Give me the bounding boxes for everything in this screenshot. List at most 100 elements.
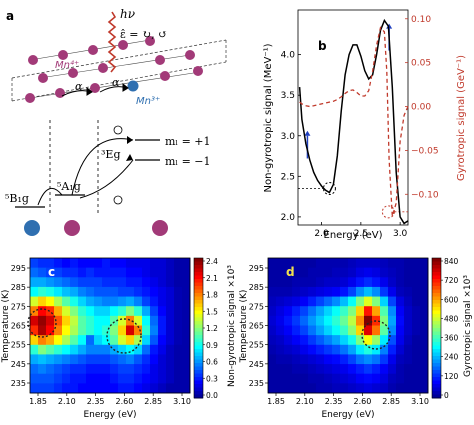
heatmap-cell xyxy=(364,286,373,297)
heatmap-cell xyxy=(62,296,71,307)
heatmap-cell xyxy=(134,335,143,346)
heatmap-cell xyxy=(166,277,175,288)
heatmap-cell xyxy=(300,277,309,288)
heatmap-cell xyxy=(78,383,87,394)
heatmap-cell xyxy=(86,325,95,336)
heatmap-cell xyxy=(46,373,55,384)
xtick-label: 2.10 xyxy=(58,397,76,406)
heatmap-cell xyxy=(348,344,357,355)
heatmap-cell xyxy=(268,306,277,317)
ytick-label: 295 xyxy=(11,264,26,273)
heatmap-cell xyxy=(316,258,325,269)
heatmap-cell xyxy=(158,315,167,326)
colorbar-segment xyxy=(194,272,203,276)
heatmap-cell xyxy=(118,267,127,278)
heatmap-cell xyxy=(380,296,389,307)
mn-atom xyxy=(55,88,65,98)
heatmap-cell xyxy=(364,373,373,384)
heatmap-cell xyxy=(62,325,71,336)
heatmap-cell xyxy=(268,364,277,375)
colorbar-segment xyxy=(194,384,203,388)
heatmap-cell xyxy=(30,344,39,355)
colorbar-tick-label: 2.4 xyxy=(206,257,218,266)
heatmap-cell xyxy=(102,306,111,317)
b-y2tick-label: 0.00 xyxy=(411,103,431,113)
xtick-label: 3.10 xyxy=(173,397,191,406)
heatmap-cell xyxy=(86,335,95,346)
heatmap-cell xyxy=(150,373,159,384)
heatmap-cell xyxy=(30,325,39,336)
heatmap-cell xyxy=(78,344,87,355)
heatmap-cell xyxy=(396,383,405,394)
heatmap-cell xyxy=(340,344,349,355)
heatmap-cell xyxy=(86,344,95,355)
heatmap-cell xyxy=(102,267,111,278)
heatmap-cell xyxy=(182,383,191,394)
heatmap-cell xyxy=(324,277,333,288)
heatmap-cell xyxy=(62,383,71,394)
heatmap-cell xyxy=(70,325,79,336)
heatmap-cell xyxy=(142,325,151,336)
heatmap-cell xyxy=(166,286,175,297)
highlight-circle-c1 xyxy=(27,308,57,338)
heatmap-cell xyxy=(268,267,277,278)
ytick-label: 275 xyxy=(11,302,26,311)
heatmap-cell xyxy=(62,335,71,346)
heatmap-cell xyxy=(316,296,325,307)
colorbar-segment xyxy=(432,373,441,378)
heatmap-cell xyxy=(340,277,349,288)
heatmap-cell xyxy=(134,277,143,288)
heatmap-cell xyxy=(292,364,301,375)
heatmap-cell xyxy=(62,277,71,288)
heatmap-cell xyxy=(158,286,167,297)
xtick-label: 2.60 xyxy=(353,397,371,406)
heatmap-cell xyxy=(134,325,143,336)
heatmap-cell xyxy=(324,286,333,297)
heatmap-cell xyxy=(300,258,309,269)
ytick-label: 295 xyxy=(249,264,264,273)
colorbar-tick-label: 600 xyxy=(444,295,459,304)
ytick-label: 265 xyxy=(11,322,26,331)
heatmap-cell xyxy=(268,373,277,384)
heatmap-cell xyxy=(380,258,389,269)
heatmap-cell xyxy=(308,258,317,269)
heatmap-cell xyxy=(340,325,349,336)
heatmap-cell xyxy=(174,286,183,297)
heatmap-cell xyxy=(404,335,413,346)
heatmap-cell xyxy=(276,373,285,384)
heatmap-cell xyxy=(340,383,349,394)
colorbar-segment xyxy=(432,391,441,395)
xtick-label: 2.85 xyxy=(382,397,400,406)
heatmap-cell xyxy=(292,354,301,365)
heatmap-cell xyxy=(332,258,341,269)
b-y2tick-label: 0.10 xyxy=(411,15,431,25)
highlight-circle-d xyxy=(361,320,391,350)
series-non-gyrotropic xyxy=(298,18,409,225)
heatmap-cell xyxy=(150,277,159,288)
heatmap-cell xyxy=(174,354,183,365)
heatmap-cell xyxy=(46,364,55,375)
heatmap-cell xyxy=(284,373,293,384)
heatmap-cell xyxy=(126,315,135,326)
heatmap-cell xyxy=(70,258,79,269)
heatmap-cell xyxy=(284,296,293,307)
heatmap-cell xyxy=(332,364,341,375)
colorbar-segment xyxy=(432,338,441,343)
heatmap-cell xyxy=(308,354,317,365)
level-5B1g-label: ⁵B₁g xyxy=(5,192,29,205)
heatmap-cell xyxy=(300,267,309,278)
heatmap-cell xyxy=(142,286,151,297)
hopping-arrows xyxy=(61,82,129,97)
panel-a: a xyxy=(5,7,227,236)
heatmap-cell xyxy=(332,277,341,288)
heatmap-cell xyxy=(54,373,63,384)
heatmap-cell xyxy=(404,286,413,297)
heatmap-cell xyxy=(46,325,55,336)
heatmap-cell xyxy=(396,344,405,355)
heatmap-cell xyxy=(94,258,103,269)
heatmap-cell xyxy=(134,286,143,297)
heatmap-cell xyxy=(118,383,127,394)
heatmap-cell xyxy=(388,325,397,336)
heatmap-cell xyxy=(142,267,151,278)
heatmap-cell xyxy=(332,344,341,355)
